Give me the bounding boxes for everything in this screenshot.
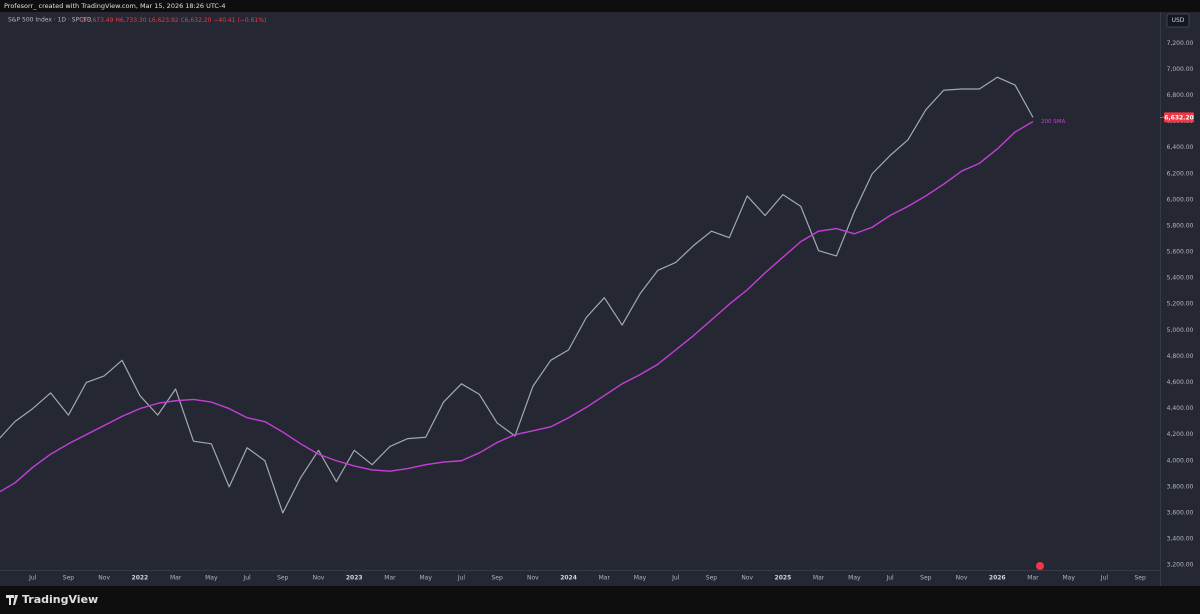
x-tick-label: Sep (920, 575, 932, 582)
y-tick-label: 7,000.00 (1167, 66, 1194, 73)
logo: TradingView (6, 593, 98, 606)
y-tick-label: 5,800.00 (1167, 222, 1194, 229)
plot-background (0, 12, 1200, 586)
x-tick-label: May (419, 575, 432, 582)
high: H6,733.30 (115, 17, 146, 24)
y-tick-label: 5,200.00 (1167, 301, 1194, 308)
plot: 200 SMA (0, 76, 1065, 514)
x-tick-label: May (634, 575, 647, 582)
x-tick-label: Nov (956, 575, 968, 582)
currency-button[interactable] (1166, 13, 1190, 28)
y-tick-label: 4,200.00 (1167, 431, 1194, 438)
ohlc: O6,673.49 H6,733.30 L6,623.92 C6,632.20 … (82, 17, 266, 24)
open: O6,673.49 (82, 17, 114, 24)
y-tick-label: 6,000.00 (1167, 196, 1194, 203)
logo-icon (6, 595, 18, 605)
currency[interactable]: USD (1172, 17, 1185, 24)
x-tick-label: Jul (242, 575, 251, 582)
low: L6,623.92 (149, 17, 179, 24)
y-tick-label: 4,600.00 (1167, 379, 1194, 386)
y-tick-label: 3,200.00 (1167, 562, 1194, 569)
x-tick-label: 2023 (346, 575, 363, 582)
x-tick-label: Mar (170, 575, 182, 582)
x-tick-label: May (205, 575, 218, 582)
y-tick-label: 6,400.00 (1167, 144, 1194, 151)
x-tick-label: 2026 (989, 575, 1006, 582)
x-tick-label: Sep (706, 575, 718, 582)
symbol: S&P 500 Index · 1D · SPCFD (8, 17, 92, 24)
x-tick-label: May (848, 575, 861, 582)
x-tick-label: 2024 (560, 575, 577, 582)
y-tick-label: 4,400.00 (1167, 405, 1194, 412)
x-tick-label: Sep (277, 575, 289, 582)
x-tick-label: Mar (813, 575, 825, 582)
y-tick-label: 4,000.00 (1167, 457, 1194, 464)
x-tick-label: Sep (491, 575, 503, 582)
series-line (0, 76, 1034, 514)
y-tick-label: 5,400.00 (1167, 275, 1194, 282)
x-tick-label: Nov (98, 575, 110, 582)
x-tick-label: Nov (313, 575, 325, 582)
credit: Profesorr_ created with TradingView.com,… (4, 2, 225, 10)
x-tick-label: Mar (599, 575, 611, 582)
close: C6,632.20 (181, 17, 212, 24)
x-tick-label: Jul (28, 575, 37, 582)
y-tick-label: 7,200.00 (1167, 40, 1194, 47)
series-line (0, 120, 1034, 493)
x-tick-label: Nov (527, 575, 539, 582)
y-tick-label: 5,600.00 (1167, 249, 1194, 256)
axes: 3,200.00 3,400.00 3,600.00 3,800.00 4,000.00… (28, 40, 1194, 582)
y-tick-label: 4,800.00 (1167, 353, 1194, 360)
x-tick-label: Nov (741, 575, 753, 582)
y-tick-label: 3,600.00 (1167, 509, 1194, 516)
x-tick-label: Jul (457, 575, 466, 582)
x-tick-label: Jul (671, 575, 680, 582)
x-tick-label: 2025 (775, 575, 792, 582)
event-icon[interactable] (1036, 562, 1044, 570)
x-tick-label: 2022 (132, 575, 149, 582)
y-tick-label: 3,400.00 (1167, 536, 1194, 543)
y-tick-label: 5,000.00 (1167, 327, 1194, 334)
x-tick-label: Jul (885, 575, 894, 582)
x-tick-label: May (1062, 575, 1075, 582)
x-tick-label: Jul (1100, 575, 1109, 582)
y-tick-label: 6,800.00 (1167, 92, 1194, 99)
y-tick-label: 6,200.00 (1167, 170, 1194, 177)
x-tick-label: Mar (1027, 575, 1039, 582)
x-tick-label: Sep (1134, 575, 1146, 582)
y-tick-label: 3,800.00 (1167, 483, 1194, 490)
logo-text: TradingView (22, 593, 98, 606)
series-label: 200 SMA (1041, 119, 1065, 125)
x-tick-label: Sep (63, 575, 75, 582)
change: −40.41 (−0.61%) (213, 17, 266, 24)
last-price-label: 6,632.20 (1164, 114, 1194, 121)
x-tick-label: Mar (384, 575, 396, 582)
last-price-box (1164, 112, 1194, 123)
